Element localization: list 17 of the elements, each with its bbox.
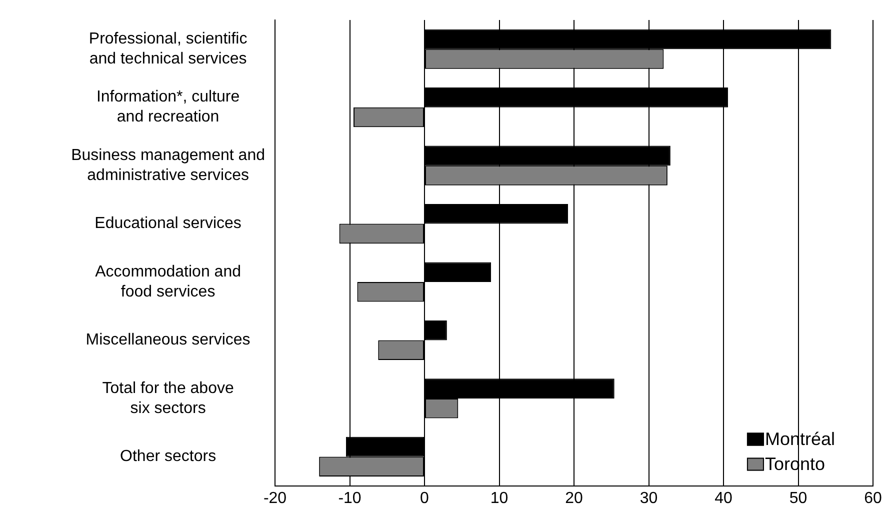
x-tick-label: 50 bbox=[789, 490, 808, 507]
x-tick-label: 0 bbox=[420, 490, 430, 507]
y-tick-label: Information*, culture and recreation bbox=[96, 88, 240, 126]
x-tick-label: 10 bbox=[490, 490, 508, 507]
x-tick-label: -20 bbox=[263, 490, 287, 507]
y-tick-label: Business management and administrative services bbox=[71, 146, 266, 184]
y-tick-label: Total for the above six sectors bbox=[102, 380, 234, 417]
y-tick-label: Other sectors bbox=[120, 448, 216, 466]
y-tick-label: Professional, scientific and technical services bbox=[88, 30, 248, 68]
x-tick-label: -10 bbox=[338, 490, 362, 507]
x-tick-label: 40 bbox=[714, 490, 732, 507]
x-tick-label: 20 bbox=[565, 490, 583, 507]
y-tick-label: Accommodation and food services bbox=[95, 263, 241, 300]
y-tick-label: Educational services bbox=[94, 215, 242, 232]
x-tick-label: 30 bbox=[640, 490, 658, 507]
y-tick-label: Miscellaneous services bbox=[86, 332, 250, 349]
x-tick-label: 60 bbox=[864, 490, 882, 507]
